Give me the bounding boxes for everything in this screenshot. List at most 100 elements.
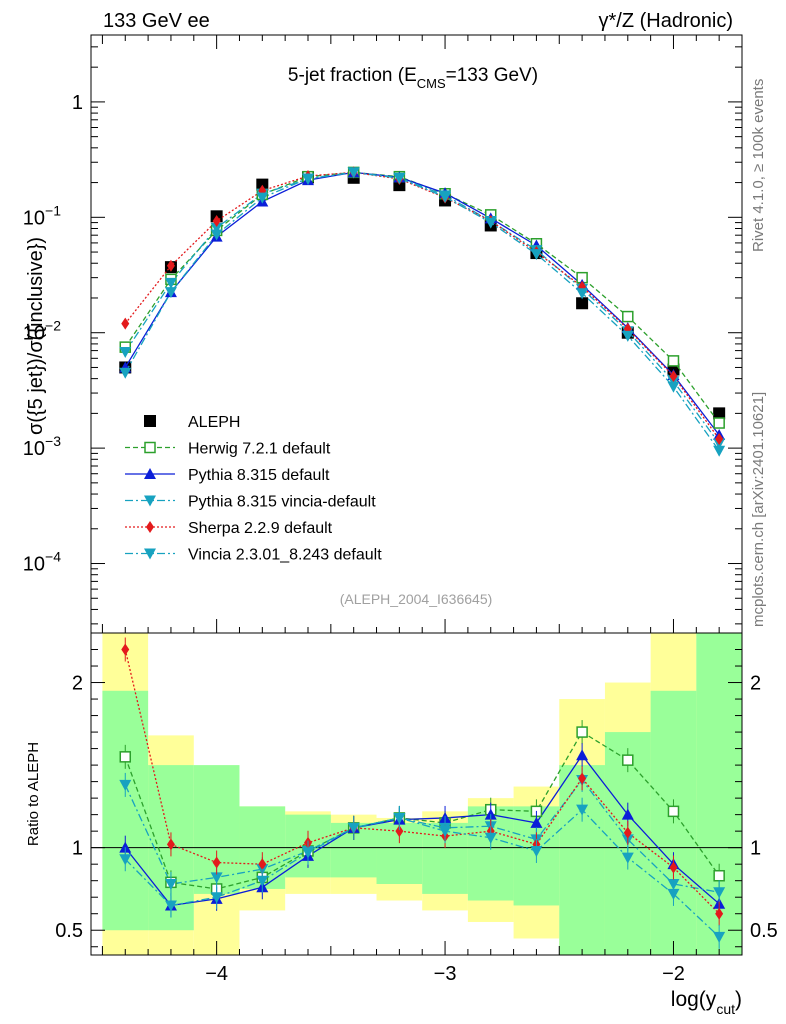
herwig-7-2-1-default-line xyxy=(124,171,720,424)
legend-label-pythia-8-315-default: Pythia 8.315 default xyxy=(188,467,330,484)
herwig-7-2-1-default-point xyxy=(713,417,725,429)
vincia-2-3-01-8-243-default-point xyxy=(393,173,406,185)
herwig-7-2-1-default-point xyxy=(622,310,634,323)
sherpa-2-2-9-default-point xyxy=(166,259,175,272)
ratio-y-tick-label: 0.5 xyxy=(55,920,83,942)
vincia-2-3-01-8-243-default-point xyxy=(119,367,132,379)
analysis-tag: (ALEPH_2004_I636645) xyxy=(340,591,493,607)
energy-label: 133 GeV ee xyxy=(103,10,210,32)
legend-marker-pythia-8-315-vincia-default xyxy=(144,495,156,507)
legend-label-pythia-8-315-vincia-default: Pythia 8.315 vincia-default xyxy=(188,494,376,511)
x-axis-title: log(ycut) xyxy=(671,988,742,1017)
pythia-8-315-vincia-default-ratio-point xyxy=(210,872,223,884)
herwig-7-2-1-default-ratio-point xyxy=(622,754,634,766)
ratio-y-tick-label: 1 xyxy=(72,838,83,860)
aleph-data-point xyxy=(713,407,726,420)
pythia-8-315-vincia-default-point xyxy=(210,222,223,234)
sherpa-2-2-9-default-ratio-point xyxy=(258,858,267,871)
pythia-8-315-default-ratio-point xyxy=(119,841,132,853)
vincia-2-3-01-8-243-default-ratio-point xyxy=(439,826,452,838)
pythia-8-315-vincia-default-line xyxy=(124,171,720,444)
pythia-8-315-default-ratio-point xyxy=(484,808,497,820)
vincia-2-3-01-8-243-default-ratio-point xyxy=(347,822,360,834)
herwig-7-2-1-default-ratio-point xyxy=(667,805,680,818)
ratio-y-tick-label-right: 2 xyxy=(750,673,761,695)
band-inner xyxy=(559,765,605,955)
y-tick-label: 10−3 xyxy=(23,433,61,460)
plot-title: 5-jet fraction (ECMS=133 GeV) xyxy=(288,65,538,91)
vincia-2-3-01-8-243-default-ratio-point xyxy=(713,931,726,943)
vincia-2-3-01-8-243-default-point xyxy=(164,287,177,299)
vincia-2-3-01-8-243-default-ratio-line xyxy=(124,808,720,938)
vincia-2-3-01-8-243-default-point xyxy=(667,381,680,393)
pythia-8-315-vincia-default-point xyxy=(119,347,132,359)
process-label: γ*/Z (Hadronic) xyxy=(599,10,733,32)
rivet-label: Rivet 4.1.0, ≥ 100k events xyxy=(750,79,767,252)
vincia-2-3-01-8-243-default-ratio-point xyxy=(484,832,497,844)
ratio-y-tick-label-right: 1 xyxy=(750,838,761,860)
herwig-7-2-1-default-ratio-line xyxy=(124,731,720,890)
vincia-2-3-01-8-243-default-point xyxy=(621,330,634,342)
y-tick-label: 1 xyxy=(72,92,83,114)
pythia-8-315-default-line xyxy=(124,171,720,436)
vincia-2-3-01-8-243-default-ratio-point xyxy=(393,812,406,824)
legend-marker-pythia-8-315-default xyxy=(144,468,156,479)
pythia-8-315-vincia-default-ratio-point xyxy=(164,878,177,890)
pythia-8-315-vincia-default-ratio-line xyxy=(124,778,720,893)
y-tick-label: 10−2 xyxy=(23,318,61,345)
vincia-2-3-01-8-243-default-point xyxy=(576,288,589,300)
herwig-7-2-1-default-ratio-point xyxy=(713,869,725,882)
band-inner xyxy=(102,690,149,931)
pythia-8-315-vincia-default-ratio-point xyxy=(119,779,132,791)
y-tick-label: 10−1 xyxy=(23,202,61,229)
sherpa-2-2-9-default-ratio-point xyxy=(166,838,175,851)
vincia-2-3-01-8-243-default-ratio-point xyxy=(256,875,269,887)
x-tick-label: −4 xyxy=(205,963,228,985)
vincia-2-3-01-8-243-default-ratio-point xyxy=(302,847,314,859)
pythia-8-315-vincia-default-ratio-point xyxy=(713,887,726,899)
legend-label-aleph: ALEPH xyxy=(188,414,240,431)
legend-marker-herwig-7-2-1-default xyxy=(144,441,156,454)
vincia-2-3-01-8-243-default-point xyxy=(484,217,497,229)
vincia-2-3-01-8-243-default-point xyxy=(530,249,543,261)
vincia-2-3-01-8-243-default-ratio-point xyxy=(621,852,634,864)
vincia-2-3-01-8-243-default-ratio-point xyxy=(210,892,223,904)
vincia-2-3-01-8-243-default-point xyxy=(439,191,452,203)
ratio-axis-title: Ratio to ALEPH xyxy=(25,742,42,846)
pythia-8-315-default-ratio-point xyxy=(530,816,543,828)
x-tick-label: −2 xyxy=(662,963,685,985)
y-tick-label: 10−4 xyxy=(23,549,61,576)
legend-label-sherpa-2-2-9-default: Sherpa 2.2.9 default xyxy=(188,520,333,537)
sherpa-2-2-9-default-ratio-point xyxy=(715,907,724,920)
sherpa-2-2-9-default-ratio-point xyxy=(669,861,678,874)
sherpa-2-2-9-default-ratio-line xyxy=(124,649,720,915)
x-tick-label: −3 xyxy=(434,963,457,985)
main-plot-frame xyxy=(90,34,743,634)
sherpa-2-2-9-default-point xyxy=(121,317,130,330)
pythia-8-315-vincia-default-point xyxy=(164,277,177,289)
ratio-y-tick-label-right: 0.5 xyxy=(750,920,778,942)
sherpa-2-2-9-default-ratio-point xyxy=(578,772,587,785)
legend-marker-aleph xyxy=(144,415,156,427)
herwig-7-2-1-default-ratio-point xyxy=(576,726,588,738)
sherpa-2-2-9-default-point xyxy=(715,432,724,445)
vincia-2-3-01-8-243-default-line xyxy=(124,171,720,452)
sherpa-2-2-9-default-ratio-point xyxy=(623,826,632,839)
vincia-2-3-01-8-243-default-point xyxy=(713,445,726,457)
sherpa-2-2-9-default-ratio-point xyxy=(212,856,221,869)
sherpa-2-2-9-default-ratio-point xyxy=(121,643,130,656)
legend-label-vincia-2-3-01-8-243-default: Vincia 2.3.01_8.243 default xyxy=(188,547,382,564)
legend-marker-vincia-2-3-01-8-243-default xyxy=(144,548,156,560)
legend-marker-sherpa-2-2-9-default xyxy=(146,521,154,533)
legend-label-herwig-7-2-1-default: Herwig 7.2.1 default xyxy=(188,441,331,458)
pythia-8-315-default-ratio-point xyxy=(621,808,634,820)
aleph-data-point xyxy=(256,178,269,191)
pythia-8-315-default-ratio-point xyxy=(576,749,589,761)
ratio-plot-frame xyxy=(90,632,743,956)
vincia-2-3-01-8-243-default-ratio-point xyxy=(667,888,680,900)
herwig-7-2-1-default-point xyxy=(667,355,680,367)
vincia-2-3-01-8-243-default-point xyxy=(210,229,223,241)
vincia-2-3-01-8-243-default-point xyxy=(302,173,314,185)
vincia-2-3-01-8-243-default-ratio-point xyxy=(576,804,589,816)
